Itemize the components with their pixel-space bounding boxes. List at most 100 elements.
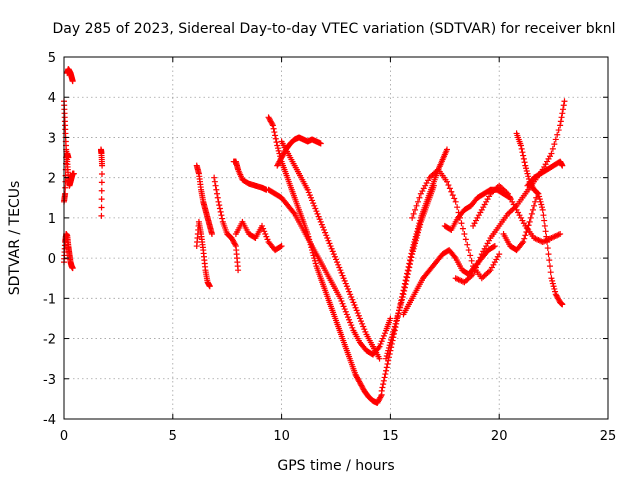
data-point [340, 303, 347, 310]
data-point [70, 170, 77, 177]
data-point [490, 243, 497, 250]
data-point [403, 277, 410, 284]
data-point [412, 206, 419, 213]
data-point [412, 240, 419, 247]
data-point [311, 202, 318, 209]
data-point [377, 340, 384, 347]
data-point [558, 114, 565, 121]
data-point [520, 155, 527, 162]
data-point [235, 267, 242, 274]
data-point [375, 344, 382, 351]
data-point [524, 225, 531, 232]
data-point [549, 145, 556, 152]
data-point [545, 251, 552, 258]
y-tick-label: 4 [48, 91, 56, 106]
plot-frame [63, 56, 609, 420]
data-point [538, 204, 545, 211]
data-point [557, 122, 564, 129]
data-point [343, 283, 350, 290]
data-point [448, 188, 455, 195]
data-point [543, 233, 550, 240]
data-point [449, 192, 456, 199]
y-tick-label: -1 [43, 292, 56, 307]
data-point [559, 301, 566, 308]
data-point [520, 152, 527, 159]
data-point [552, 288, 559, 295]
data-point [529, 206, 536, 213]
data-point [534, 190, 541, 197]
data-point [459, 225, 466, 232]
data-point [354, 310, 361, 317]
data-point [551, 141, 558, 148]
data-point [548, 150, 555, 157]
data-point [414, 198, 421, 205]
data-point [310, 252, 317, 259]
data-point [348, 293, 355, 300]
data-point [522, 232, 529, 239]
series-arc-l [265, 186, 394, 358]
data-point [356, 315, 363, 322]
data-point [531, 202, 538, 209]
data-point [98, 187, 105, 194]
y-tick-label: -4 [43, 413, 56, 428]
data-point [344, 285, 351, 292]
data-point [561, 98, 568, 105]
series-arc-x [500, 194, 540, 254]
data-point [523, 228, 530, 235]
data-point [555, 127, 562, 134]
data-point [376, 343, 383, 350]
data-point [407, 257, 414, 264]
data-point [290, 209, 297, 216]
data-point [445, 182, 452, 189]
data-point [405, 267, 412, 274]
data-point [477, 254, 484, 261]
data-point [347, 291, 354, 298]
data-point [404, 274, 411, 281]
data-point [517, 142, 524, 149]
data-point [315, 213, 322, 220]
data-point [518, 145, 525, 152]
data-point [349, 296, 356, 303]
data-point [351, 302, 358, 309]
data-point [462, 236, 469, 243]
data-point [472, 264, 479, 271]
data-point [507, 194, 514, 201]
data-point [270, 125, 277, 132]
data-point [326, 240, 333, 247]
data-point [219, 215, 226, 222]
data-point [414, 229, 421, 236]
data-point [542, 228, 549, 235]
data-point [323, 232, 330, 239]
data-point [409, 248, 416, 255]
data-point [330, 251, 337, 258]
data-point [260, 225, 267, 232]
data-point [388, 336, 395, 343]
data-point [527, 214, 534, 221]
data-point [306, 192, 313, 199]
data-point [350, 299, 357, 306]
data-point [385, 347, 392, 354]
data-point [535, 190, 542, 197]
data-point [392, 320, 399, 327]
data-point [316, 216, 323, 223]
series-arc-s [441, 186, 514, 233]
data-point [216, 205, 223, 212]
data-point [208, 230, 215, 237]
data-point [344, 314, 351, 321]
data-marks [61, 66, 568, 406]
data-point [415, 226, 422, 233]
data-point [467, 252, 474, 259]
data-point [395, 310, 402, 317]
data-point [338, 298, 345, 305]
data-point [412, 237, 419, 244]
data-point [383, 355, 390, 362]
series-arc-f [193, 162, 215, 237]
data-point [519, 240, 526, 247]
series-arc-q [400, 243, 498, 318]
data-point [217, 208, 224, 215]
x-tick-label: 25 [600, 429, 617, 444]
data-point [410, 245, 417, 252]
data-point [397, 302, 404, 309]
data-point [213, 186, 220, 193]
